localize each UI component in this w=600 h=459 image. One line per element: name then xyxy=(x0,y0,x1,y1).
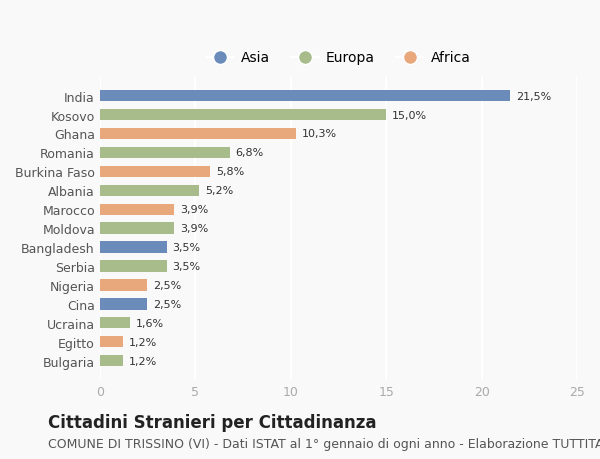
Text: 3,5%: 3,5% xyxy=(172,242,200,252)
Bar xyxy=(100,166,211,178)
Text: 3,9%: 3,9% xyxy=(180,224,208,234)
Bar xyxy=(100,204,174,215)
Bar xyxy=(100,318,130,329)
Bar xyxy=(100,280,148,291)
Bar xyxy=(100,185,199,196)
Text: 3,5%: 3,5% xyxy=(172,262,200,271)
Text: 10,3%: 10,3% xyxy=(302,129,337,139)
Text: 2,5%: 2,5% xyxy=(153,299,181,309)
Bar xyxy=(100,147,230,159)
Text: 5,2%: 5,2% xyxy=(205,186,233,196)
Text: 1,2%: 1,2% xyxy=(128,337,157,347)
Bar xyxy=(100,91,510,102)
Bar xyxy=(100,261,167,272)
Bar xyxy=(100,223,174,234)
Text: 1,6%: 1,6% xyxy=(136,318,164,328)
Text: Cittadini Stranieri per Cittadinanza: Cittadini Stranieri per Cittadinanza xyxy=(48,413,377,431)
Text: 21,5%: 21,5% xyxy=(516,91,551,101)
Bar xyxy=(100,242,167,253)
Text: 6,8%: 6,8% xyxy=(235,148,263,158)
Text: 5,8%: 5,8% xyxy=(216,167,244,177)
Text: 3,9%: 3,9% xyxy=(180,205,208,215)
Bar xyxy=(100,298,148,310)
Bar xyxy=(100,355,122,367)
Bar xyxy=(100,110,386,121)
Text: COMUNE DI TRISSINO (VI) - Dati ISTAT al 1° gennaio di ogni anno - Elaborazione T: COMUNE DI TRISSINO (VI) - Dati ISTAT al … xyxy=(48,437,600,451)
Bar xyxy=(100,129,296,140)
Text: 2,5%: 2,5% xyxy=(153,280,181,290)
Bar xyxy=(100,336,122,347)
Text: 15,0%: 15,0% xyxy=(392,110,427,120)
Legend: Asia, Europa, Africa: Asia, Europa, Africa xyxy=(200,45,477,72)
Text: 1,2%: 1,2% xyxy=(128,356,157,366)
